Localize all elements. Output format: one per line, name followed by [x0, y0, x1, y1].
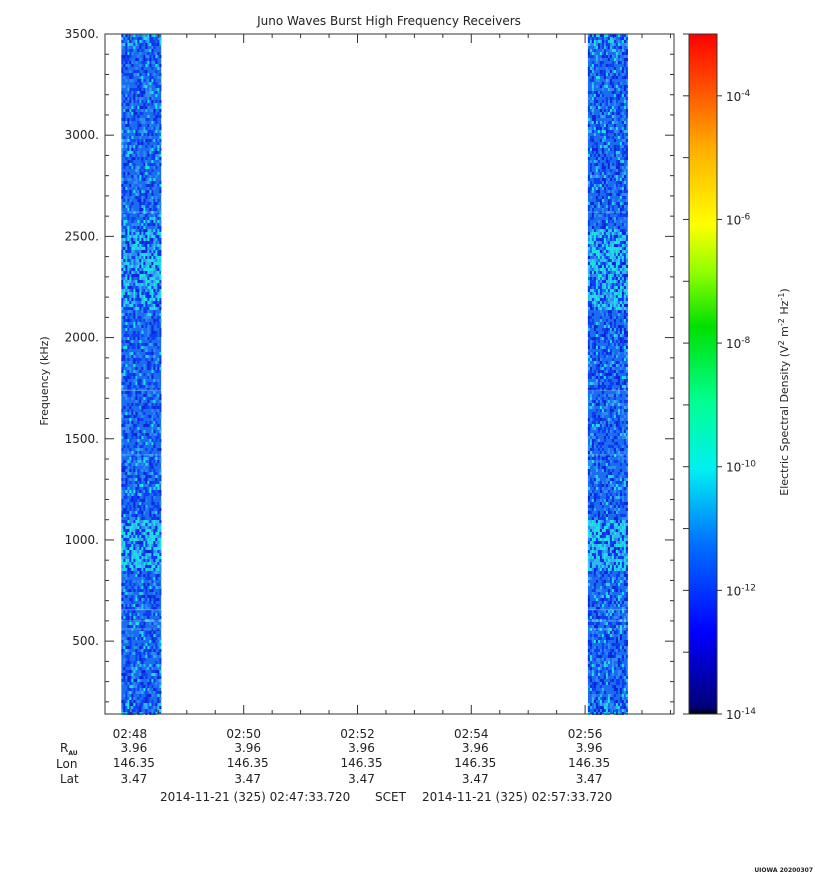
ephem-value-lon: 146.35 [113, 756, 155, 770]
x-tick-label: 02:54 [454, 727, 489, 741]
time-range-end: 2014-11-21 (325) 02:57:33.720 [422, 790, 612, 804]
ephem-value-lat: 3.47 [348, 772, 375, 786]
plot-frame [104, 33, 675, 715]
colorbar [688, 33, 718, 715]
colorbar-axis: 10-4 10-6 10-8 10-10 10-12 10-14 [683, 33, 756, 722]
colorbar-tick-label: 10-6 [726, 212, 751, 227]
ephemeris-table: RAU Lon Lat 3.96146.353.473.96146.353.47… [56, 741, 610, 786]
y-tick-label: 3500. [65, 27, 99, 41]
colorbar-tick-label: 10-12 [726, 583, 756, 598]
ephem-value-r: 3.96 [234, 741, 261, 755]
ephem-value-lat: 3.47 [462, 772, 489, 786]
x-tick-label: 02:50 [226, 727, 261, 741]
ephem-value-lon: 146.35 [454, 756, 496, 770]
ephem-value-lat: 3.47 [121, 772, 148, 786]
y-tick-label: 2500. [65, 229, 99, 243]
ephem-value-lon: 146.35 [227, 756, 269, 770]
colorbar-tick-label: 10-4 [726, 89, 751, 104]
ephem-value-lat: 3.47 [576, 772, 603, 786]
y-axis-label: Frequency (kHz) [38, 336, 51, 425]
ephem-label-lat: Lat [60, 772, 79, 786]
y-axis: 3500. 3000. 2500. 2000. 1500. 1000. 500. [65, 27, 674, 703]
time-range-label: SCET [375, 790, 407, 804]
y-tick-label: 3000. [65, 128, 99, 142]
colorbar-tick-label: 10-10 [726, 460, 756, 475]
time-range-start: 2014-11-21 (325) 02:47:33.720 [160, 790, 350, 804]
spectrogram-block [121, 34, 162, 715]
y-tick-label: 1000. [65, 533, 99, 547]
chart-title: Juno Waves Burst High Frequency Receiver… [256, 14, 521, 28]
spectrogram-block [587, 34, 628, 715]
colorbar-tick-label: 10-14 [726, 707, 756, 722]
ephem-value-lon: 146.35 [568, 756, 610, 770]
x-tick-label: 02:56 [568, 727, 603, 741]
colorbar-label: Electric Spectral Density (V2 m-2 Hz-1) [777, 288, 791, 495]
time-range: 2014-11-21 (325) 02:47:33.720 SCET 2014-… [160, 790, 612, 804]
ephem-value-lon: 146.35 [340, 756, 382, 770]
ephem-value-r: 3.96 [348, 741, 375, 755]
ephem-value-r: 3.96 [576, 741, 603, 755]
ephem-value-r: 3.96 [121, 741, 148, 755]
y-tick-label: 2000. [65, 331, 99, 345]
ephem-value-lat: 3.47 [234, 772, 261, 786]
ephem-label-r: RAU [60, 741, 78, 757]
spectrogram-data [121, 34, 628, 715]
colorbar-tick-label: 10-8 [726, 336, 751, 351]
ephem-value-r: 3.96 [462, 741, 489, 755]
x-tick-label: 02:48 [113, 727, 148, 741]
x-axis: 02:48 02:50 02:52 02:54 02:56 [113, 34, 671, 741]
y-tick-label: 500. [72, 634, 99, 648]
x-tick-label: 02:52 [340, 727, 375, 741]
y-tick-label: 1500. [65, 432, 99, 446]
ephem-label-lon: Lon [56, 757, 77, 771]
footer-stamp: UIOWA 20200307 [754, 867, 813, 874]
